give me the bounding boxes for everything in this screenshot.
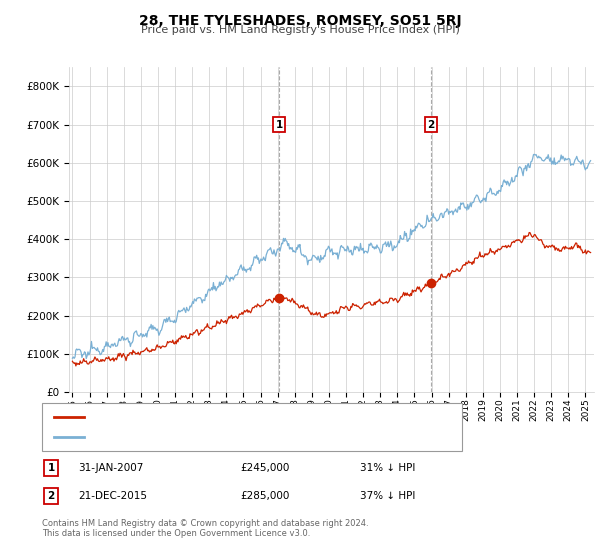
Text: 2: 2: [47, 491, 55, 501]
Text: Price paid vs. HM Land Registry's House Price Index (HPI): Price paid vs. HM Land Registry's House …: [140, 25, 460, 35]
Text: 31-JAN-2007: 31-JAN-2007: [78, 463, 143, 473]
Text: 37% ↓ HPI: 37% ↓ HPI: [360, 491, 415, 501]
Text: 2: 2: [427, 119, 434, 129]
Text: This data is licensed under the Open Government Licence v3.0.: This data is licensed under the Open Gov…: [42, 529, 310, 538]
Text: 21-DEC-2015: 21-DEC-2015: [78, 491, 147, 501]
Text: 1: 1: [275, 119, 283, 129]
Text: £285,000: £285,000: [240, 491, 289, 501]
Text: 28, THE TYLESHADES, ROMSEY, SO51 5RJ (detached house): 28, THE TYLESHADES, ROMSEY, SO51 5RJ (de…: [90, 412, 401, 422]
Text: £245,000: £245,000: [240, 463, 289, 473]
Text: 28, THE TYLESHADES, ROMSEY, SO51 5RJ: 28, THE TYLESHADES, ROMSEY, SO51 5RJ: [139, 14, 461, 28]
Text: HPI: Average price, detached house, Test Valley: HPI: Average price, detached house, Test…: [90, 432, 338, 442]
Text: 1: 1: [47, 463, 55, 473]
Text: 31% ↓ HPI: 31% ↓ HPI: [360, 463, 415, 473]
Text: Contains HM Land Registry data © Crown copyright and database right 2024.: Contains HM Land Registry data © Crown c…: [42, 519, 368, 528]
